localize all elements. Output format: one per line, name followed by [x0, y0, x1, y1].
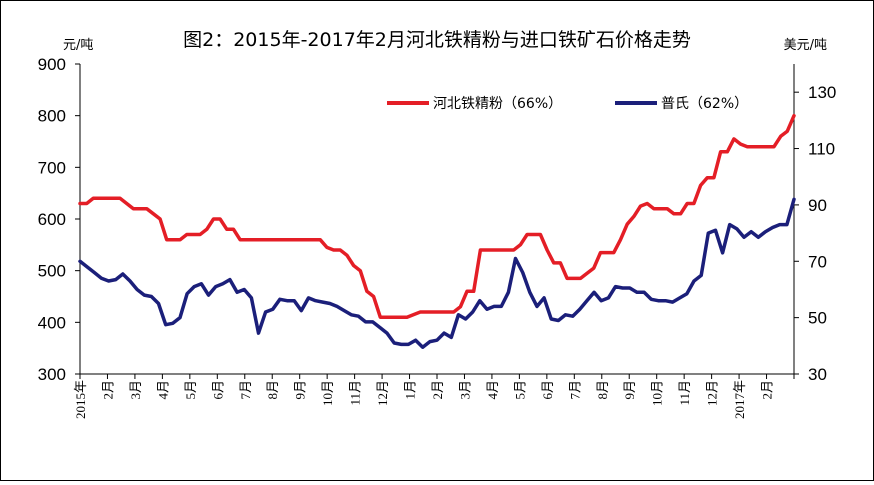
x-tick-label: 11月 — [677, 380, 692, 406]
x-tick-label: 4月 — [155, 380, 170, 400]
x-tick-label: 3月 — [128, 380, 143, 400]
axes: 300 400 500 600 700 800 900 30 50 70 90 110 130 2015年… — [38, 55, 837, 419]
legend-label: 河北铁精粉（66%） — [433, 96, 562, 112]
x-tick-label: 3月 — [457, 380, 472, 400]
right-tick-label: 70 — [808, 252, 827, 271]
x-tick-label: 11月 — [348, 380, 363, 406]
x-tick-label: 12月 — [375, 380, 390, 406]
x-tick-label: 10月 — [650, 380, 665, 406]
left-axis-unit: 元/吨 — [63, 38, 93, 53]
right-axis-unit: 美元/吨 — [784, 38, 827, 53]
left-tick-label: 400 — [38, 313, 66, 332]
left-tick-label: 800 — [38, 107, 66, 126]
right-tick-label: 90 — [808, 196, 827, 215]
legend-label: 普氏（62%） — [661, 96, 748, 112]
x-tick-label: 5月 — [512, 380, 527, 400]
x-tick-label: 1月 — [403, 380, 418, 400]
left-tick-label: 700 — [38, 158, 66, 177]
platts-62-line — [78, 197, 796, 349]
right-tick-label: 50 — [808, 309, 827, 328]
legend: 河北铁精粉（66%） 普氏（62%） — [387, 96, 748, 112]
x-tick-label: 6月 — [540, 380, 555, 400]
x-tick-label: 12月 — [705, 380, 720, 406]
x-tick-label: 9月 — [293, 380, 308, 400]
right-tick-label: 30 — [808, 365, 827, 384]
left-tick-label: 500 — [38, 262, 66, 281]
right-tick-label: 130 — [808, 83, 836, 102]
x-tick-label: 8月 — [265, 380, 280, 400]
series-layer — [78, 113, 796, 349]
left-tick-label: 300 — [38, 365, 66, 384]
x-tick-label: 2月 — [430, 380, 445, 400]
x-tick-label: 2月 — [760, 380, 775, 400]
x-tick-label: 7月 — [567, 380, 582, 400]
left-tick-label: 600 — [38, 210, 66, 229]
x-tick-label: 6月 — [210, 380, 225, 400]
left-tick-label: 900 — [38, 55, 66, 74]
x-tick-label: 8月 — [595, 380, 610, 400]
x-tick-label: 4月 — [485, 380, 500, 400]
right-tick-label: 110 — [808, 140, 835, 159]
x-tick-label: 9月 — [622, 380, 637, 400]
hebei-iron-concentrate-line — [78, 113, 796, 319]
chart-title: 图2：2015年-2017年2月河北铁精粉与进口铁矿石价格走势 — [183, 29, 691, 51]
x-tick-label: 2017年 — [732, 380, 747, 419]
x-tick-label: 5月 — [183, 380, 198, 400]
x-tick-label: 2015年 — [73, 380, 88, 419]
x-tick-label: 2月 — [100, 380, 115, 400]
x-tick-label: 10月 — [320, 380, 335, 406]
x-tick-label: 7月 — [238, 380, 253, 400]
